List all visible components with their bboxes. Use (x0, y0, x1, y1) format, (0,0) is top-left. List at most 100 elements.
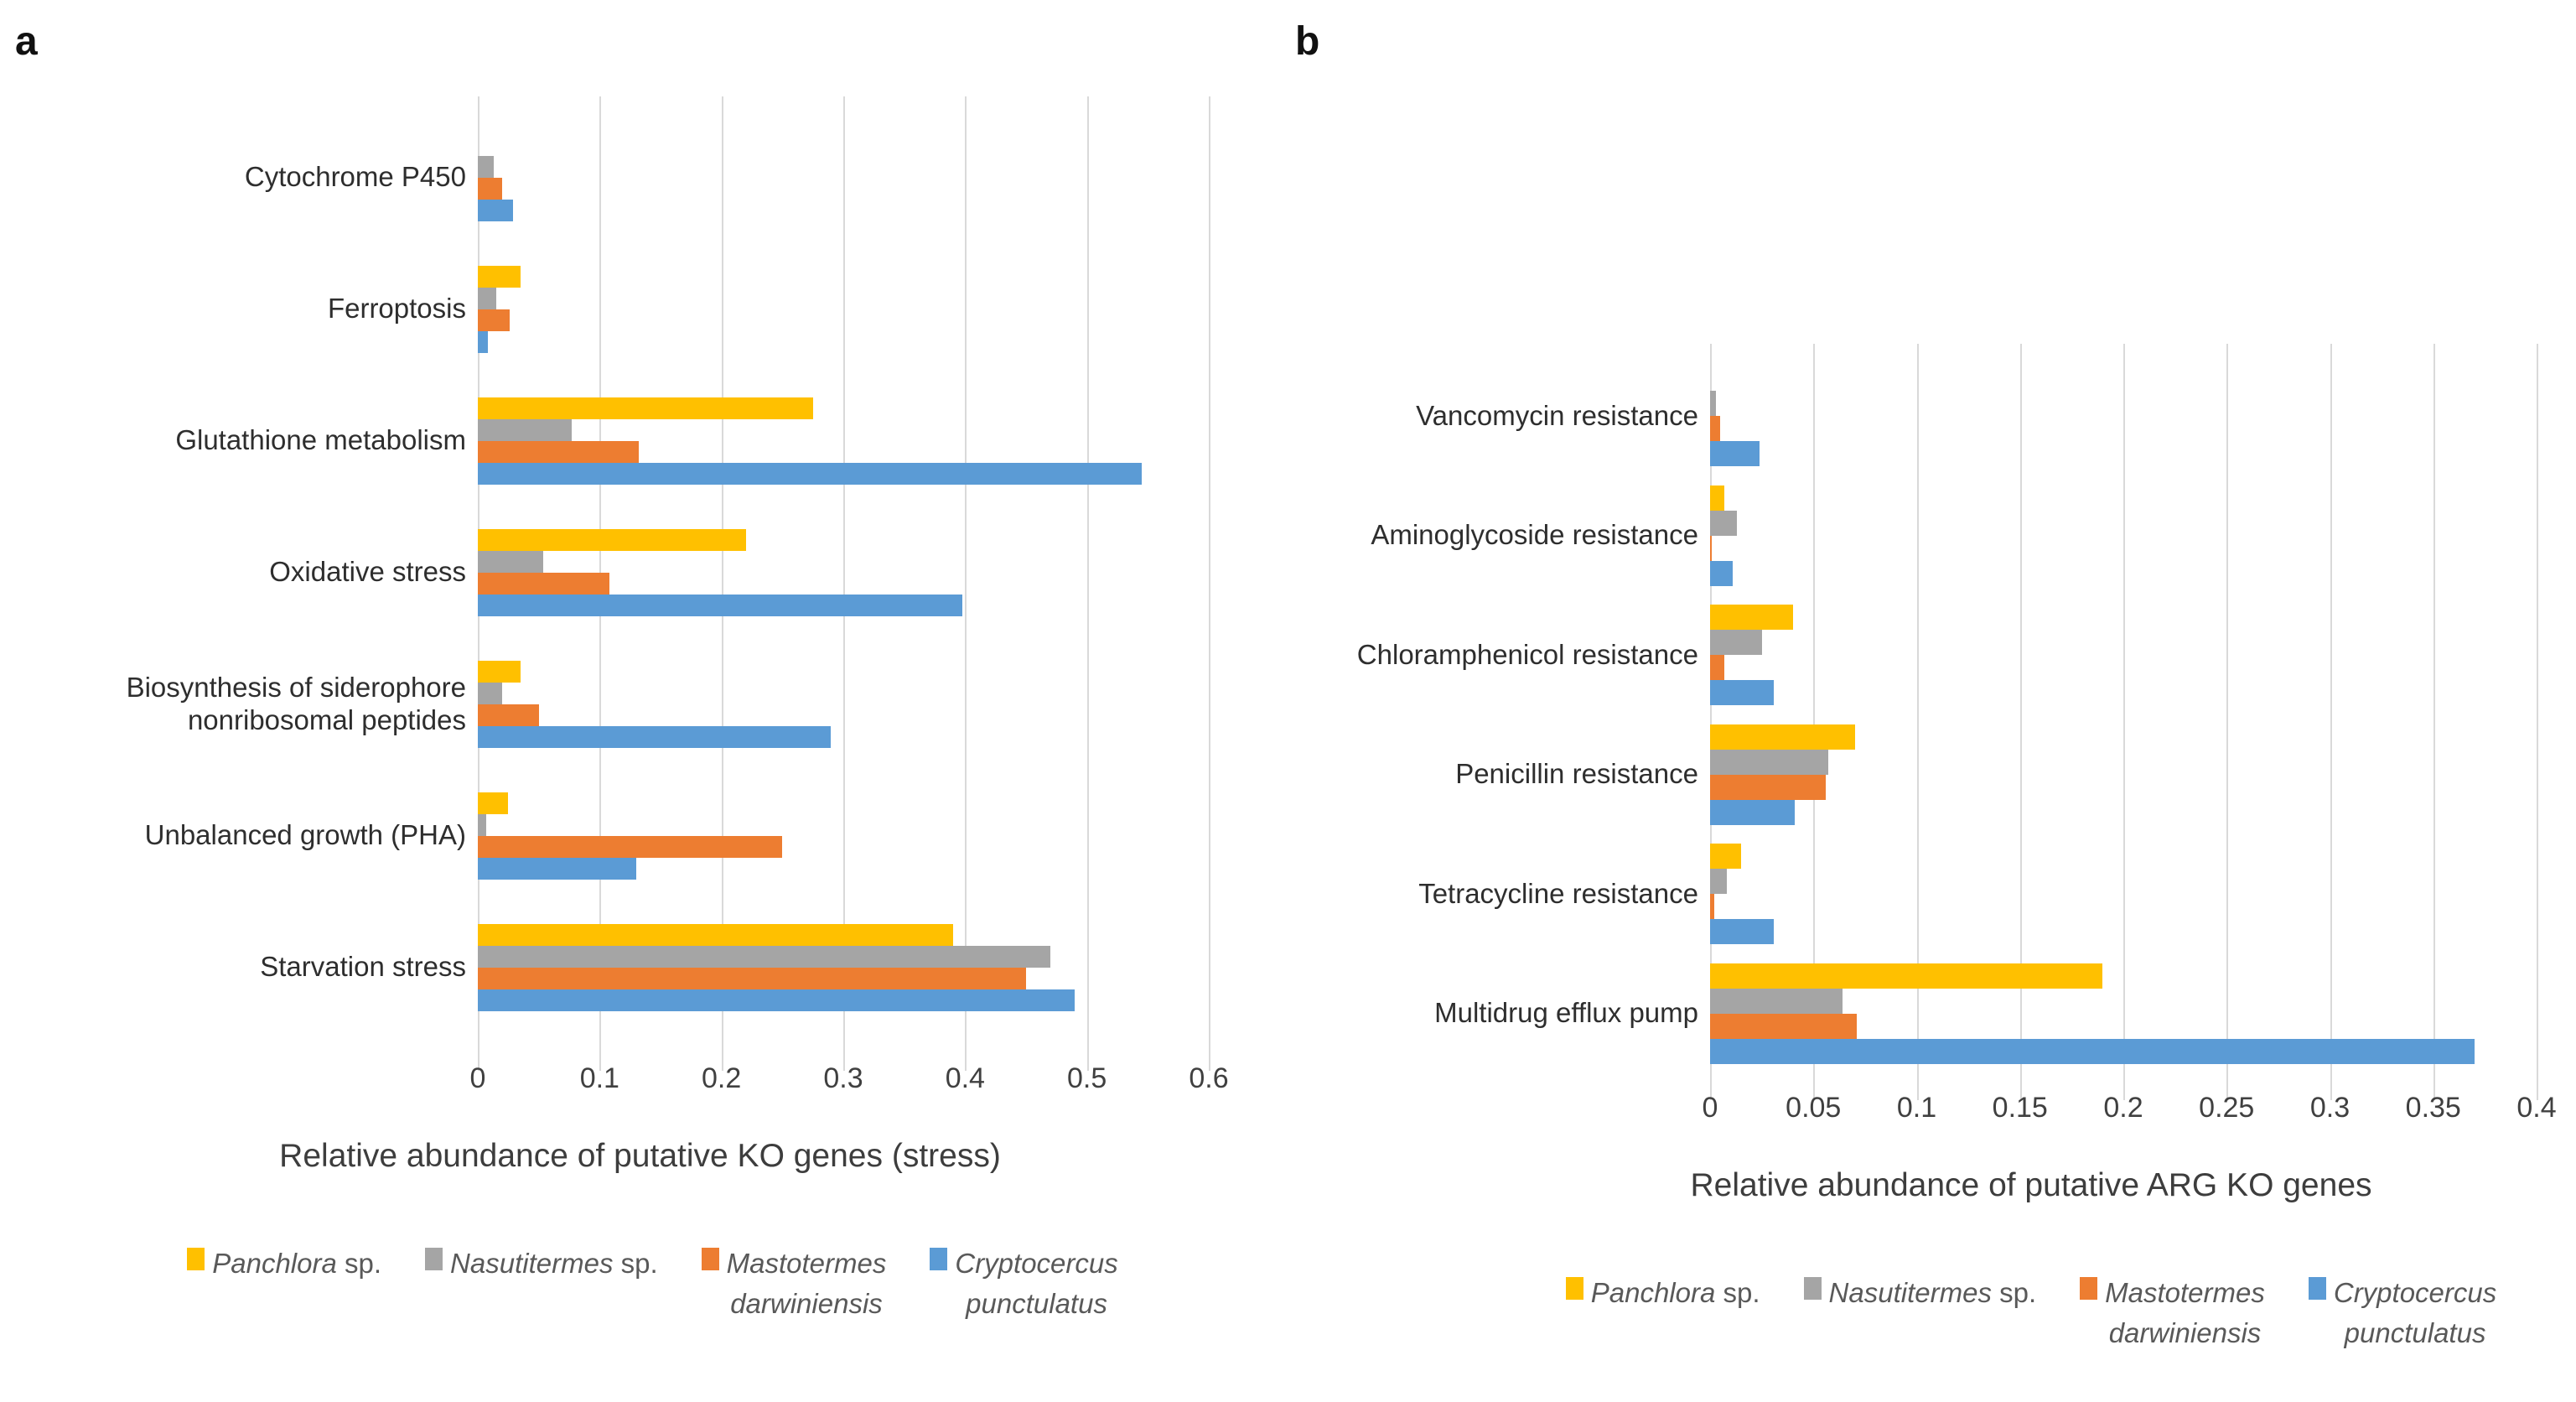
legend-item: Panchlora sp. (187, 1244, 381, 1284)
legend-swatch (2308, 1277, 2326, 1300)
legend-item: Mastotermes darwiniensis (2080, 1273, 2265, 1353)
panel-a-letter: a (15, 19, 38, 64)
bar (1710, 441, 1760, 467)
bar (1710, 919, 1775, 945)
bar (1710, 988, 1843, 1014)
bar (1710, 1013, 1857, 1039)
bar (1710, 774, 1827, 800)
gridline (1813, 344, 1816, 1100)
category-label: Penicillin resistance (1455, 758, 1698, 790)
panel-a-plot-area (478, 96, 1210, 1071)
bar (478, 330, 488, 353)
legend-item: Cryptocercus punctulatus (2308, 1273, 2497, 1353)
bar (478, 857, 636, 880)
bar (478, 265, 521, 288)
bar (1710, 535, 1713, 561)
legend-item: Nasutitermes sp. (425, 1244, 658, 1284)
bar-group (478, 792, 1209, 880)
bar (478, 155, 494, 178)
legend-label: Panchlora sp. (1590, 1277, 1760, 1308)
gridline (843, 96, 845, 1071)
gridline (2330, 344, 2332, 1100)
legend-swatch (930, 1248, 948, 1270)
legend-swatch (187, 1248, 205, 1270)
bar (478, 813, 487, 836)
legend-item: Cryptocercus punctulatus (930, 1244, 1118, 1324)
category-label: Aminoglycoside resistance (1371, 519, 1698, 551)
bar-group (478, 528, 1209, 616)
panel-b-chart: Vancomycin resistance Aminoglycoside resi… (1308, 344, 2565, 1100)
bars-layer (478, 96, 1209, 1052)
bar (1710, 416, 1721, 442)
panel-a-chart: Cytochrome P450 Ferroptosis Glutathione me… (21, 96, 1245, 1071)
category-label: Oxidative stress (269, 556, 466, 588)
x-tick-label: 0 (469, 1062, 486, 1094)
bar (478, 989, 1075, 1011)
x-tick-label: 0.05 (1786, 1092, 1842, 1124)
panel-b-legend: Panchlora sp. Nasutitermes sp. Mastotermes… (1417, 1273, 2576, 1353)
bar (1710, 749, 1828, 775)
bar (1710, 894, 1714, 920)
legend-item: Nasutitermes sp. (1803, 1273, 2037, 1313)
legend-label: Nasutitermes sp. (1828, 1277, 2037, 1308)
bar (478, 725, 832, 748)
legend-swatch (1565, 1277, 1583, 1300)
bar (1710, 560, 1734, 586)
legend-label: Panchlora sp. (212, 1248, 382, 1279)
bar (1710, 391, 1717, 417)
bar (1710, 799, 1796, 825)
panel-a-legend: Panchlora sp. Nasutitermes sp. Mastotermes… (59, 1244, 1247, 1324)
bar-group (478, 923, 1209, 1011)
legend-item: Panchlora sp. (1565, 1273, 1760, 1313)
bar (478, 835, 783, 858)
legend-label: Cryptocercus punctulatus (2333, 1277, 2497, 1348)
category-label: Unbalanced growth (PHA) (144, 819, 466, 851)
x-tick-label: 0.5 (1067, 1062, 1107, 1094)
bar (478, 528, 746, 551)
x-tick-label: 0.6 (1189, 1062, 1229, 1094)
x-tick-label: 0.2 (2103, 1092, 2143, 1124)
bar (478, 287, 496, 309)
bar (478, 177, 503, 200)
bar-group (1710, 366, 2537, 467)
x-tick-label: 0.1 (579, 1062, 619, 1094)
bar (478, 967, 1026, 989)
panel-a: Cytochrome P450 Ferroptosis Glutathione me… (21, 96, 1245, 1324)
panel-b-x-axis-title: Relative abundance of putative ARG KO ge… (1690, 1167, 2372, 1203)
bar (478, 594, 963, 616)
bar (1710, 869, 1727, 895)
x-tick-label: 0.35 (2405, 1092, 2461, 1124)
category-label: Vancomycin resistance (1416, 399, 1698, 431)
legend-label: Cryptocercus punctulatus (955, 1248, 1118, 1319)
bar-group (478, 397, 1209, 485)
bar (1710, 655, 1725, 681)
bar-group (1710, 844, 2537, 945)
bar (478, 418, 572, 441)
panel-b-x-axis-ticks: 0 0.05 0.1 0.15 0.2 0.25 0.3 0.35 0.4 (1703, 1092, 2557, 1127)
bar (1710, 630, 1762, 656)
category-label: Biosynthesis of siderophore nonribosomal… (126, 671, 466, 735)
bar-group (1710, 605, 2537, 706)
bar (1710, 510, 1738, 536)
panel-b-letter: b (1295, 19, 1320, 64)
gridline (1209, 96, 1210, 1071)
legend-item: Mastotermes darwiniensis (701, 1244, 886, 1324)
bar-group (1710, 485, 2537, 586)
category-label: Ferroptosis (327, 293, 466, 325)
gridline (1086, 96, 1089, 1071)
bar (1710, 1038, 2475, 1064)
legend-label: Mastotermes darwiniensis (2105, 1277, 2265, 1348)
panel-a-x-axis-ticks: 0 0.1 0.2 0.3 0.4 0.5 0.6 (470, 1062, 1229, 1098)
bar (478, 462, 1143, 485)
bar (478, 550, 544, 573)
gridline (965, 96, 967, 1071)
gridline (721, 96, 723, 1071)
bar (478, 572, 609, 595)
panel-a-category-axis: Cytochrome P450 Ferroptosis Glutathione me… (21, 96, 478, 1052)
gridline (2433, 344, 2435, 1100)
gridline (2537, 344, 2538, 1100)
legend-swatch (2080, 1277, 2098, 1300)
category-label: Multidrug efflux pump (1434, 997, 1698, 1029)
gridline (2123, 344, 2125, 1100)
